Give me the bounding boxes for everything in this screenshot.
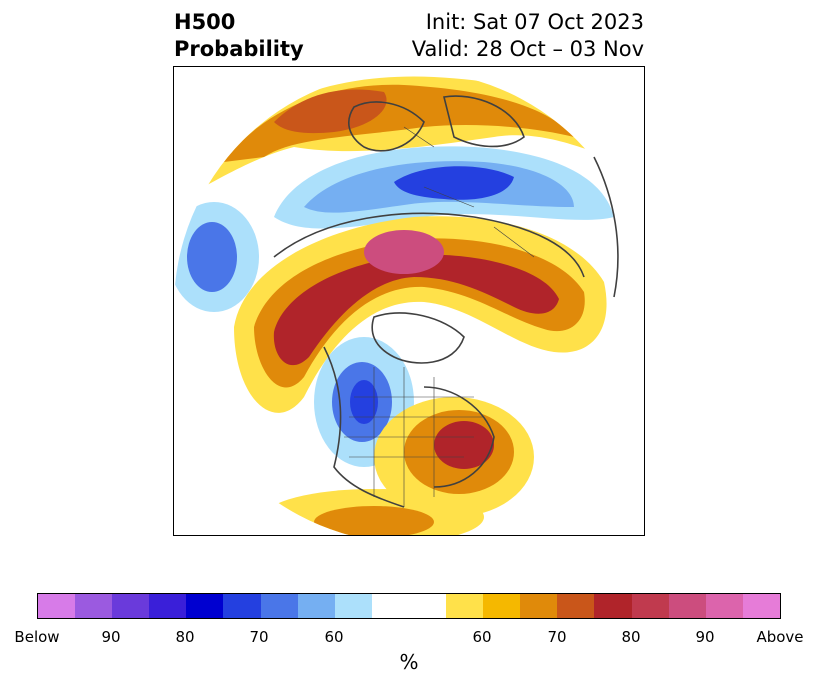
colorbar-segment [408, 594, 447, 618]
colorbar-segment [483, 594, 521, 618]
ridge-north-atlantic-inner [274, 89, 387, 134]
colorbar-segment [149, 594, 187, 618]
map-canvas [174, 76, 624, 535]
colorbar-tick-label: 90 [101, 628, 121, 646]
colorbar-tick-label: Below [14, 628, 60, 646]
coastlines [273, 95, 619, 508]
colorbar-tick-label: Above [756, 628, 804, 646]
colorbar-segment [75, 594, 113, 618]
colorbar-segment [446, 594, 484, 618]
colorbar-segment [520, 594, 558, 618]
colorbar-segment [668, 594, 706, 618]
colorbar-tick-label: 90 [695, 628, 715, 646]
probability-map [173, 66, 645, 536]
colorbar-segment [631, 594, 669, 618]
colorbar-tick-label: 80 [621, 628, 641, 646]
trough-west-mid [187, 222, 237, 292]
colorbar-tick-label: 60 [324, 628, 344, 646]
colorbar-segment [38, 594, 76, 618]
country-borders [344, 126, 535, 507]
colorbar-segment [112, 594, 150, 618]
title-variable: H500 [174, 10, 236, 34]
colorbar [37, 593, 781, 619]
anomaly-field [174, 76, 624, 535]
colorbar-segment [742, 594, 780, 618]
colorbar-segment [223, 594, 261, 618]
map-dates: Init: Sat 07 Oct 2023 Valid: 28 Oct – 03… [412, 9, 644, 63]
trough-arctic-core [394, 166, 514, 200]
colorbar-tick-label: 70 [547, 628, 567, 646]
init-date: Init: Sat 07 Oct 2023 [425, 10, 644, 34]
ridge-south-mid [314, 506, 434, 535]
colorbar-tick-label: 60 [472, 628, 492, 646]
ridge-central-peak [364, 230, 444, 274]
ridge-central-high [273, 254, 559, 366]
colorbar-tick-label: 80 [175, 628, 195, 646]
colorbar-segment [334, 594, 372, 618]
colorbar-unit: % [399, 650, 419, 674]
colorbar-segment [594, 594, 632, 618]
colorbar-segment [186, 594, 224, 618]
map-title: H500 Probability [174, 9, 304, 63]
colorbar-segment [297, 594, 335, 618]
trough-north-america-core [350, 380, 378, 424]
colorbar-segment [371, 594, 409, 618]
colorbar-segment [260, 594, 298, 618]
colorbar-tick-label: 70 [249, 628, 269, 646]
valid-range: Valid: 28 Oct – 03 Nov [411, 37, 644, 61]
colorbar-segment [557, 594, 595, 618]
title-product: Probability [174, 37, 304, 61]
colorbar-segment [705, 594, 743, 618]
